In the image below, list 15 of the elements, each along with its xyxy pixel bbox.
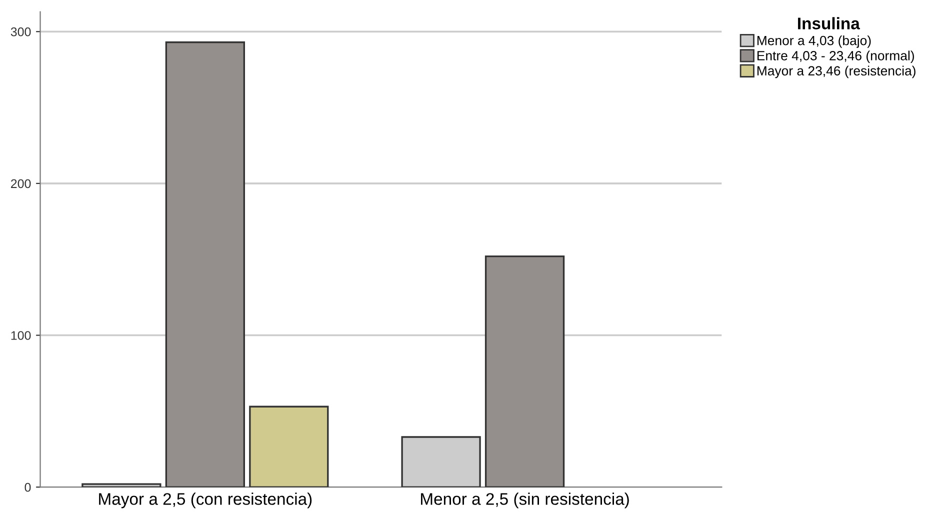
legend-label: Entre 4,03 - 23,46 (normal) — [757, 50, 914, 63]
y-tick-label: 100 — [11, 331, 31, 340]
y-tick-label: 0 — [24, 482, 31, 492]
bar — [249, 406, 329, 488]
legend-title: Insulina — [798, 17, 860, 30]
bar — [82, 483, 162, 488]
legend-label: Menor a 4,03 (bajo) — [757, 36, 871, 48]
bar — [165, 41, 245, 488]
bar — [484, 255, 565, 488]
x-tick-label: Mayor a 2,5 (con resistencia) — [99, 492, 312, 508]
x-tick-label: Menor a 2,5 (sin resistencia) — [421, 492, 629, 508]
y-tick-label: 200 — [10, 179, 31, 188]
bar — [401, 436, 481, 488]
y-tick-label: 300 — [10, 27, 31, 36]
legend-label: Mayor a 23,46 (resistencia) — [757, 66, 916, 78]
